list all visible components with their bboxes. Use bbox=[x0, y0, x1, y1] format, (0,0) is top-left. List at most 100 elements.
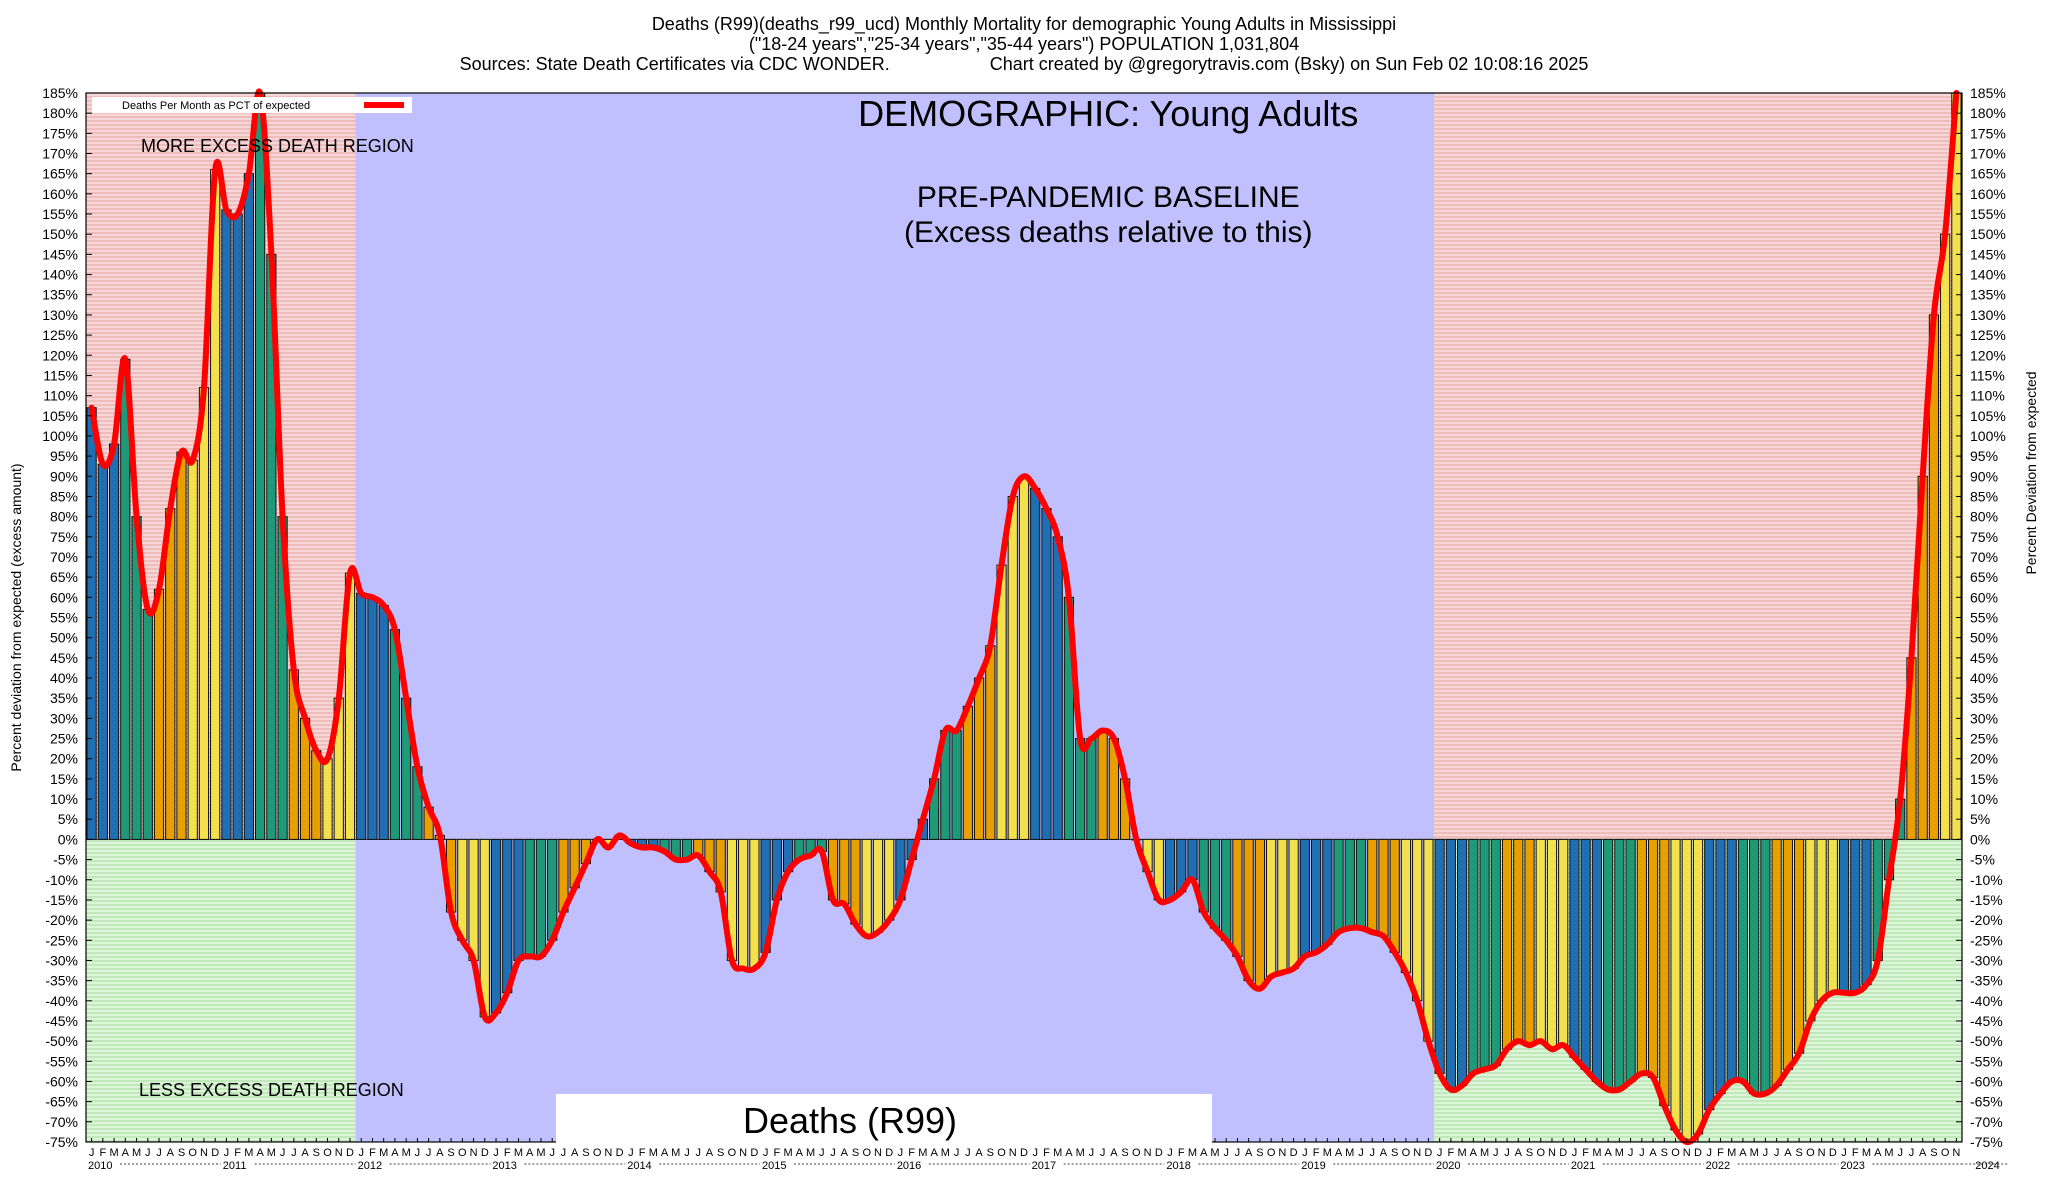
x-tick-label: S bbox=[717, 1147, 724, 1159]
bar bbox=[951, 729, 962, 840]
sources-text: Sources: State Death Certificates via CD… bbox=[459, 54, 890, 74]
x-tick-label: J bbox=[1572, 1147, 1578, 1159]
bar bbox=[322, 758, 333, 840]
y-tick-label-right: 85% bbox=[1970, 488, 1998, 504]
y-tick-label-left: -45% bbox=[45, 1013, 78, 1029]
y-tick-label-left: 0% bbox=[58, 831, 78, 847]
x-tick-label: J bbox=[1223, 1147, 1229, 1159]
y-tick-label-left: 50% bbox=[50, 630, 78, 646]
bar bbox=[502, 838, 513, 994]
x-tick-label: J bbox=[1032, 1147, 1038, 1159]
x-year-label: 2020 bbox=[1436, 1160, 1460, 1172]
y-axis-label-right: Percent Deviation from expected bbox=[2023, 371, 2039, 574]
y-tick-label-right: -15% bbox=[1970, 892, 2003, 908]
x-tick-label: J bbox=[1841, 1147, 1847, 1159]
bar bbox=[1749, 838, 1760, 1095]
bar bbox=[1771, 838, 1782, 1087]
y-tick-label-right: 160% bbox=[1970, 186, 2006, 202]
x-tick-label: F bbox=[369, 1147, 376, 1159]
x-tick-label: J bbox=[1089, 1147, 1095, 1159]
x-year-label: 2016 bbox=[897, 1160, 921, 1172]
x-tick-label: A bbox=[391, 1147, 399, 1159]
x-tick-label: J bbox=[684, 1147, 690, 1159]
x-tick-label: O bbox=[1132, 1147, 1141, 1159]
y-tick-label-right: 135% bbox=[1970, 287, 2006, 303]
y-tick-label-left: -65% bbox=[45, 1094, 78, 1110]
y-tick-label-right: 10% bbox=[1970, 791, 1998, 807]
less-region-label: LESS EXCESS DEATH REGION bbox=[139, 1080, 404, 1100]
bar bbox=[1097, 729, 1108, 840]
bar bbox=[1187, 838, 1198, 881]
x-tick-label: D bbox=[481, 1147, 489, 1159]
y-tick-label-left: 155% bbox=[42, 206, 78, 222]
x-tick-label: M bbox=[918, 1147, 927, 1159]
y-tick-label-right: 65% bbox=[1970, 569, 1998, 585]
bar bbox=[872, 838, 884, 933]
x-tick-label: A bbox=[1515, 1147, 1523, 1159]
y-tick-label-left: 120% bbox=[42, 347, 78, 363]
x-tick-label: A bbox=[1784, 1147, 1792, 1159]
y-tick-label-right: 145% bbox=[1970, 246, 2006, 262]
bar bbox=[1951, 92, 1962, 840]
bar bbox=[1794, 838, 1805, 1054]
y-tick-label-left: 115% bbox=[43, 367, 78, 383]
x-tick-label: J bbox=[695, 1147, 701, 1159]
bar bbox=[1423, 838, 1434, 1042]
y-tick-label-right: -75% bbox=[1970, 1134, 2003, 1150]
bar bbox=[884, 838, 895, 921]
x-tick-label: F bbox=[504, 1147, 511, 1159]
x-tick-label: A bbox=[796, 1147, 804, 1159]
bar bbox=[1647, 838, 1659, 1078]
x-tick-label: D bbox=[1020, 1147, 1028, 1159]
x-tick-label: J bbox=[549, 1147, 555, 1159]
bar bbox=[1412, 838, 1423, 1002]
x-tick-label: M bbox=[1323, 1147, 1332, 1159]
bar bbox=[142, 608, 153, 840]
x-year-label: 2019 bbox=[1301, 1160, 1325, 1172]
bar bbox=[1254, 838, 1266, 990]
x-tick-label: M bbox=[806, 1147, 815, 1159]
x-tick-label: F bbox=[639, 1147, 646, 1159]
bar bbox=[1625, 838, 1636, 1082]
y-tick-label-left: 80% bbox=[50, 509, 78, 525]
baseline-label-line1: PRE-PANDEMIC BASELINE bbox=[917, 181, 1300, 214]
y-tick-label-right: -5% bbox=[1970, 852, 1995, 868]
y-tick-label-right: 70% bbox=[1970, 549, 1998, 565]
bar bbox=[1513, 838, 1524, 1042]
x-tick-label: S bbox=[1391, 1147, 1398, 1159]
x-tick-label: S bbox=[582, 1147, 589, 1159]
y-tick-label-left: 110% bbox=[43, 388, 78, 404]
y-tick-label-left: 15% bbox=[50, 771, 78, 787]
y-tick-label-left: 40% bbox=[50, 670, 78, 686]
bar bbox=[1569, 838, 1580, 1058]
bar bbox=[1243, 838, 1254, 982]
y-tick-label-right: 20% bbox=[1970, 751, 1998, 767]
y-tick-label-right: -50% bbox=[1970, 1033, 2003, 1049]
bar bbox=[738, 838, 749, 970]
x-tick-label: O bbox=[1806, 1147, 1815, 1159]
x-tick-label: J bbox=[1909, 1147, 1915, 1159]
y-tick-label-right: 140% bbox=[1970, 267, 2006, 283]
x-tick-label: M bbox=[244, 1147, 253, 1159]
x-tick-label: A bbox=[1065, 1147, 1073, 1159]
x-tick-label: J bbox=[763, 1147, 769, 1159]
x-tick-label: J bbox=[898, 1147, 904, 1159]
bar bbox=[1737, 838, 1749, 1082]
x-tick-label: M bbox=[1862, 1147, 1871, 1159]
x-tick-label: J bbox=[1504, 1147, 1510, 1159]
x-tick-label: M bbox=[1750, 1147, 1759, 1159]
x-tick-label: S bbox=[447, 1147, 454, 1159]
x-tick-label: S bbox=[178, 1147, 185, 1159]
x-tick-label: S bbox=[1795, 1147, 1802, 1159]
x-tick-label: J bbox=[1437, 1147, 1443, 1159]
y-tick-label-left: 30% bbox=[50, 710, 78, 726]
axes: 185% 185% 180% 180% 175% 175% 170% 170% 165% 165%… bbox=[8, 85, 2039, 1172]
legend-label: Deaths Per Month as PCT of expected bbox=[122, 100, 310, 112]
x-tick-label: M bbox=[1884, 1147, 1893, 1159]
bar bbox=[1209, 838, 1221, 929]
y-tick-label-left: -10% bbox=[45, 872, 78, 888]
y-tick-label-left: -25% bbox=[45, 932, 78, 948]
y-tick-label-left: 160% bbox=[42, 186, 78, 202]
cause-box bbox=[556, 1094, 1212, 1146]
y-tick-label-left: -70% bbox=[45, 1114, 78, 1130]
